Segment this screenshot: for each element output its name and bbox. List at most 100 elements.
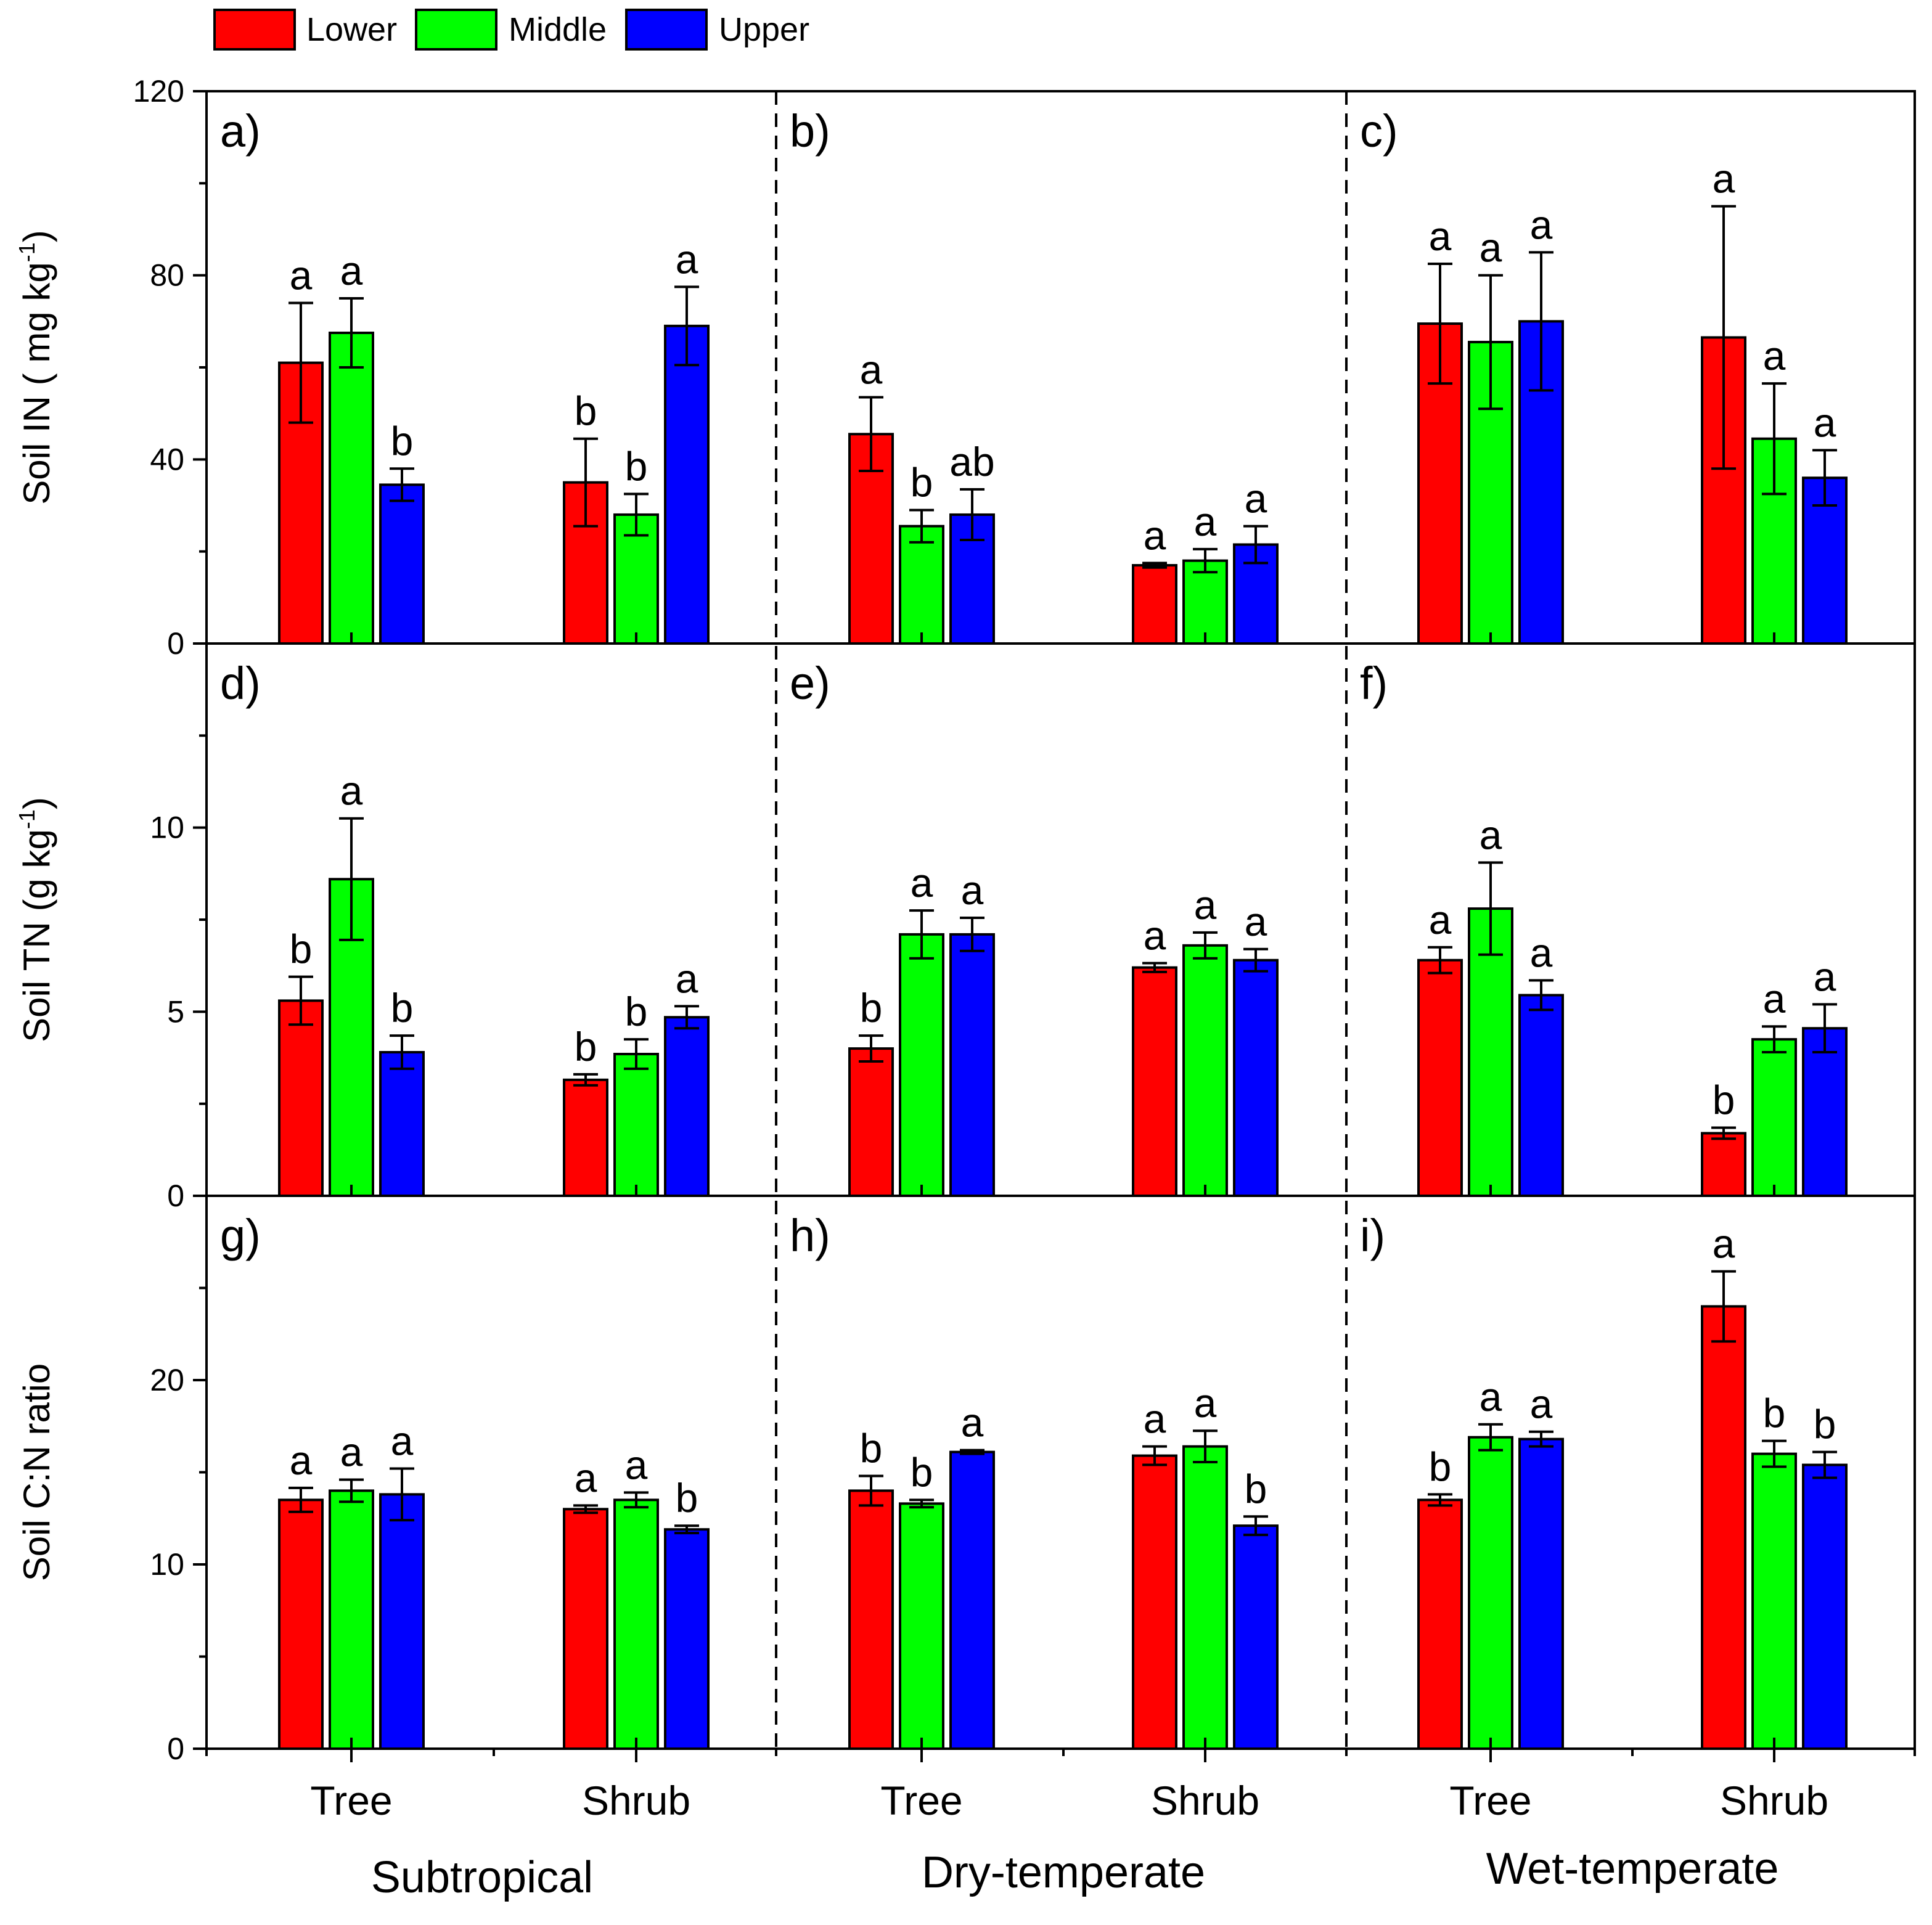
significance-letter: a: [1245, 476, 1267, 521]
significance-letter: a: [1713, 156, 1735, 202]
significance-letter: a: [391, 1418, 414, 1464]
x-category-label-shrub: Shrub: [582, 1778, 690, 1823]
bar-lower: [1701, 1132, 1746, 1198]
significance-letter: a: [290, 1437, 313, 1483]
bar-middle: [329, 332, 374, 645]
significance-letter: a: [1144, 512, 1166, 558]
x-axis-category-labels: Tree Shrub Tree Shrub Tree Shrub: [310, 1778, 1828, 1823]
significance-letter: a: [1194, 1380, 1217, 1426]
significance-letter: a: [1763, 976, 1786, 1021]
legend-swatch-middle: [415, 9, 497, 51]
significance-letter: a: [340, 1429, 363, 1474]
bar-upper: [664, 1528, 710, 1750]
climate-label: Dry-temperate: [922, 1848, 1205, 1897]
y-tick-label: 20: [150, 1363, 184, 1397]
significance-letter: a: [625, 1442, 648, 1487]
significance-letter: b: [575, 1024, 597, 1069]
significance-letter: a: [961, 867, 984, 913]
panel-label: a): [220, 105, 261, 157]
significance-letter: a: [1530, 1381, 1553, 1427]
significance-letter: a: [290, 252, 313, 298]
climate-label: Wet-temperate: [1486, 1844, 1779, 1894]
bar-upper: [1518, 1437, 1564, 1750]
y-axis-title-end: ): [16, 230, 57, 242]
legend-label-lower: Lower: [306, 11, 397, 48]
bar-upper: [379, 483, 425, 645]
significance-letter: ab: [949, 439, 994, 484]
bar-middle: [613, 1498, 659, 1751]
bar-middle: [1182, 1445, 1228, 1750]
y-axis-title-main: Soil C:N ratio: [16, 1363, 57, 1581]
bar-middle: [1468, 1436, 1513, 1750]
y-axis-title: Soil C:N ratio: [16, 1363, 57, 1581]
bar-middle: [899, 933, 944, 1197]
bar-upper: [379, 1493, 425, 1750]
significance-letter: b: [391, 985, 414, 1031]
bar-lower: [1417, 1498, 1463, 1751]
significance-letter: b: [676, 1475, 698, 1521]
y-axis-title-superscript: -1: [14, 809, 39, 829]
legend-swatch-upper: [625, 9, 708, 51]
significance-letter: a: [1763, 333, 1786, 378]
y-axis-title-main: Soil TN (g kg: [16, 829, 57, 1042]
bar-upper: [949, 1450, 995, 1751]
significance-letter: b: [1763, 1391, 1786, 1436]
panel-label: b): [790, 105, 830, 157]
significance-letter: a: [1429, 213, 1452, 259]
significance-letter: a: [961, 1400, 984, 1445]
bar-lower: [848, 1047, 894, 1197]
significance-letter: a: [860, 347, 883, 393]
y-axis-title-superscript: -1: [14, 242, 39, 262]
significance-letter: a: [1814, 399, 1836, 445]
significance-letter: a: [676, 236, 698, 282]
y-axis-title: Soil TN (g kg-1): [14, 797, 57, 1042]
bar-upper: [1802, 1027, 1848, 1198]
y-axis-title: Soil IN ( mg kg-1): [14, 230, 57, 504]
climate-label: Subtropical: [371, 1853, 593, 1902]
legend-swatch-lower: [213, 9, 296, 51]
bar-middle: [1751, 1452, 1797, 1751]
significance-letter: b: [1245, 1466, 1267, 1511]
y-axis-title-end: ): [16, 797, 57, 809]
significance-letter: b: [1429, 1444, 1452, 1489]
bar-lower: [563, 1508, 608, 1751]
significance-letter: a: [1480, 1374, 1502, 1420]
significance-letter: a: [1194, 882, 1217, 928]
significance-letter: b: [625, 989, 648, 1034]
panel-label: f): [1360, 658, 1388, 709]
bar-middle: [1751, 1038, 1797, 1197]
panel-label: c): [1360, 105, 1398, 157]
significance-letter: a: [1194, 499, 1217, 544]
significance-letter: a: [1530, 930, 1553, 976]
panel-label: i): [1360, 1210, 1385, 1261]
legend-label-middle: Middle: [509, 11, 607, 48]
x-category-label-shrub: Shrub: [1720, 1778, 1828, 1823]
significance-letter: a: [1480, 812, 1502, 857]
bar-lower: [278, 1498, 324, 1751]
bar-middle: [613, 1053, 659, 1197]
significance-letter: b: [391, 418, 414, 464]
bar-lower: [848, 1489, 894, 1750]
bar-lower: [563, 1078, 608, 1197]
y-tick-label: 80: [150, 258, 184, 293]
bar-lower: [1132, 564, 1177, 645]
panel-label: h): [790, 1210, 830, 1261]
significance-letter: a: [1429, 897, 1452, 942]
bar-middle: [1182, 944, 1228, 1198]
plot-frame: [205, 90, 1916, 1750]
significance-letter: a: [676, 955, 698, 1001]
significance-letter: a: [1480, 225, 1502, 271]
y-tick-label: 0: [167, 626, 184, 661]
significance-letter: a: [1144, 1396, 1166, 1442]
bar-lower: [1417, 958, 1463, 1197]
significance-letter: b: [625, 443, 648, 489]
y-tick-label: 0: [167, 1179, 184, 1213]
bar-upper: [1802, 1463, 1848, 1751]
significance-letter: b: [911, 459, 933, 505]
y-tick-label: 10: [150, 811, 184, 845]
significance-letter: a: [911, 860, 933, 905]
panel-label: g): [220, 1210, 261, 1261]
significance-letter: a: [340, 248, 363, 293]
